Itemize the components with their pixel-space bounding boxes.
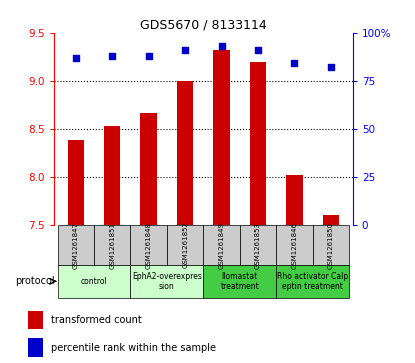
Bar — [213, 50, 230, 225]
Bar — [58, 265, 130, 298]
Bar — [240, 225, 276, 265]
Bar — [28, 310, 43, 329]
Point — [327, 64, 334, 70]
Text: transformed count: transformed count — [51, 315, 142, 325]
Title: GDS5670 / 8133114: GDS5670 / 8133114 — [140, 19, 267, 32]
Point — [182, 47, 188, 53]
Point — [255, 47, 261, 53]
Point — [291, 61, 298, 66]
Bar — [130, 225, 167, 265]
Point — [109, 53, 115, 59]
Point — [218, 43, 225, 49]
Bar — [276, 265, 349, 298]
Bar — [203, 225, 240, 265]
Text: GSM1261850: GSM1261850 — [328, 221, 334, 269]
Bar — [276, 225, 312, 265]
Text: GSM1261847: GSM1261847 — [73, 221, 79, 269]
Bar — [250, 62, 266, 225]
Point — [73, 55, 79, 61]
Bar — [141, 113, 157, 225]
Bar — [28, 338, 43, 357]
Text: GSM1261848: GSM1261848 — [146, 221, 152, 269]
Text: GSM1261852: GSM1261852 — [182, 221, 188, 269]
Bar — [203, 265, 276, 298]
Bar — [94, 225, 130, 265]
Bar — [104, 126, 120, 225]
Text: GSM1261846: GSM1261846 — [291, 221, 298, 269]
Bar — [130, 265, 203, 298]
Point — [145, 53, 152, 59]
Text: Rho activator Calp
eptin treatment: Rho activator Calp eptin treatment — [277, 272, 348, 291]
Text: control: control — [81, 277, 107, 286]
Bar — [167, 225, 203, 265]
Text: percentile rank within the sample: percentile rank within the sample — [51, 343, 216, 352]
Bar — [68, 140, 84, 225]
Text: GSM1261853: GSM1261853 — [255, 221, 261, 269]
Bar — [177, 81, 193, 225]
Bar — [312, 225, 349, 265]
Bar — [323, 216, 339, 225]
Bar — [286, 175, 303, 225]
Text: protocol: protocol — [15, 276, 55, 286]
Text: GSM1261849: GSM1261849 — [219, 221, 225, 269]
Text: Ilomastat
treatment: Ilomastat treatment — [220, 272, 259, 291]
Text: GSM1261851: GSM1261851 — [109, 221, 115, 269]
Text: EphA2-overexpres
sion: EphA2-overexpres sion — [132, 272, 202, 291]
Bar — [58, 225, 94, 265]
